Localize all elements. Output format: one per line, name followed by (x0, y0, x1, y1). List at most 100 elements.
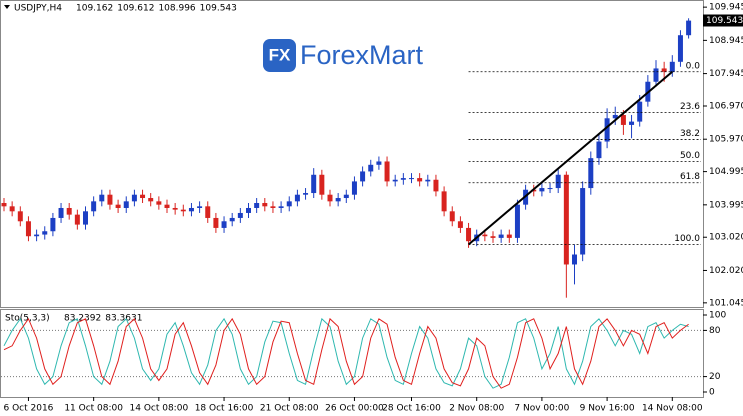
y-tick-label: 104.995 (709, 167, 743, 177)
candle-body (50, 217, 56, 232)
candle-body (188, 207, 194, 212)
price-box (703, 14, 743, 27)
candle-body (172, 207, 178, 210)
candle-body (335, 198, 341, 202)
candle-body (669, 61, 675, 72)
candle-body (66, 207, 72, 215)
ohlc-value: 108.996 (158, 4, 195, 14)
fib-label: 100.0 (674, 234, 700, 244)
x-tick-label: 14 Oct 08:00 (130, 404, 189, 414)
y-tick-label: 0 (709, 387, 715, 397)
candle-body (351, 181, 357, 195)
candle-body (604, 118, 610, 142)
candle-body (311, 174, 317, 194)
candle-body (425, 179, 431, 182)
candle-body (303, 193, 309, 195)
candle-body (490, 236, 496, 238)
candle-body (319, 174, 325, 195)
candle-body (433, 179, 439, 192)
stoch-line (3, 317, 689, 389)
candle-body (254, 203, 260, 208)
stoch-line (3, 317, 689, 389)
x-tick-label: 21 Oct 08:00 (260, 404, 319, 414)
candle-body (457, 221, 463, 228)
candle-body (34, 234, 40, 237)
x-tick-label: 7 Nov 00:00 (514, 404, 569, 414)
candle-body (620, 114, 626, 125)
candle-body (156, 201, 162, 205)
candle-body (205, 206, 211, 218)
candle-body (237, 212, 243, 218)
y-tick-label: 108.945 (709, 36, 743, 46)
candle-body (547, 188, 553, 190)
candle-body (9, 206, 15, 212)
y-tick-label: 101.045 (709, 298, 743, 308)
ohlc-value: 109.162 (76, 4, 113, 14)
candle-body (25, 221, 31, 237)
x-tick-label: 26 Oct 00:00 (325, 404, 384, 414)
candle-body (343, 194, 349, 199)
candle-body (229, 217, 235, 222)
candle-body (74, 214, 80, 225)
fib-label: 0.0 (686, 61, 701, 71)
candle-body (506, 234, 512, 238)
y-tick-label: 80 (709, 326, 721, 336)
candle-body (400, 178, 406, 180)
candle-body (360, 171, 366, 182)
candle-body (596, 141, 602, 159)
stoch-pane (0, 309, 704, 398)
candle-body (384, 161, 390, 182)
fib-label: 50.0 (680, 151, 700, 161)
candle-body (197, 206, 203, 208)
fib-label: 38.2 (680, 129, 700, 139)
candle-body (539, 188, 545, 192)
y-tick-label: 107.945 (709, 69, 743, 79)
y-tick-label: 105.970 (709, 135, 743, 145)
candle-body (555, 174, 561, 189)
x-tick-label: 6 Oct 2016 (3, 404, 53, 414)
candle-body (294, 194, 300, 202)
y-tick-label: 106.970 (709, 101, 743, 111)
x-tick-label: 18 Oct 16:00 (195, 404, 254, 414)
candle-body (42, 231, 48, 235)
x-tick-label: 2 Nov 08:00 (449, 404, 504, 414)
stoch-value: 83.3631 (105, 314, 142, 324)
candle-body (140, 194, 146, 199)
candle-body (563, 174, 569, 265)
candle-body (441, 191, 447, 212)
y-tick-label: 103.995 (709, 200, 743, 210)
y-tick-label: 100 (709, 311, 726, 321)
candle-body (221, 221, 227, 228)
candle-body (498, 234, 504, 238)
fib-label: 23.6 (680, 102, 700, 112)
y-tick-label: 102.020 (709, 266, 743, 276)
candle-body (449, 211, 455, 222)
candle-body (148, 198, 154, 202)
y-tick-label: 103.020 (709, 233, 743, 243)
candle-body (213, 217, 219, 228)
candle-body (482, 234, 488, 237)
candle-body (661, 68, 667, 72)
candle-body (131, 194, 137, 202)
candle-body (99, 194, 105, 202)
candle-body (514, 204, 520, 238)
candle-body (286, 201, 292, 207)
candle-body (612, 114, 618, 119)
y-tick-label: 20 (709, 372, 721, 382)
candle-body (83, 211, 88, 225)
candle-body (572, 254, 577, 265)
logo-icon: FX (269, 45, 291, 64)
y-tick-label: 109.945 (709, 3, 743, 13)
candle-body (580, 188, 586, 255)
candle-body (677, 35, 683, 62)
candle-body (164, 204, 170, 208)
candle-body (1, 203, 7, 207)
candle-body (17, 211, 23, 222)
candle-body (246, 207, 251, 213)
candle-body (637, 101, 643, 122)
candle-body (368, 164, 374, 172)
candle-body (588, 158, 594, 189)
logo-icon-box (263, 39, 296, 72)
candle-body (629, 121, 635, 125)
